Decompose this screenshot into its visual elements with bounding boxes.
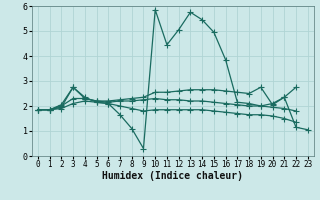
- X-axis label: Humidex (Indice chaleur): Humidex (Indice chaleur): [102, 171, 243, 181]
